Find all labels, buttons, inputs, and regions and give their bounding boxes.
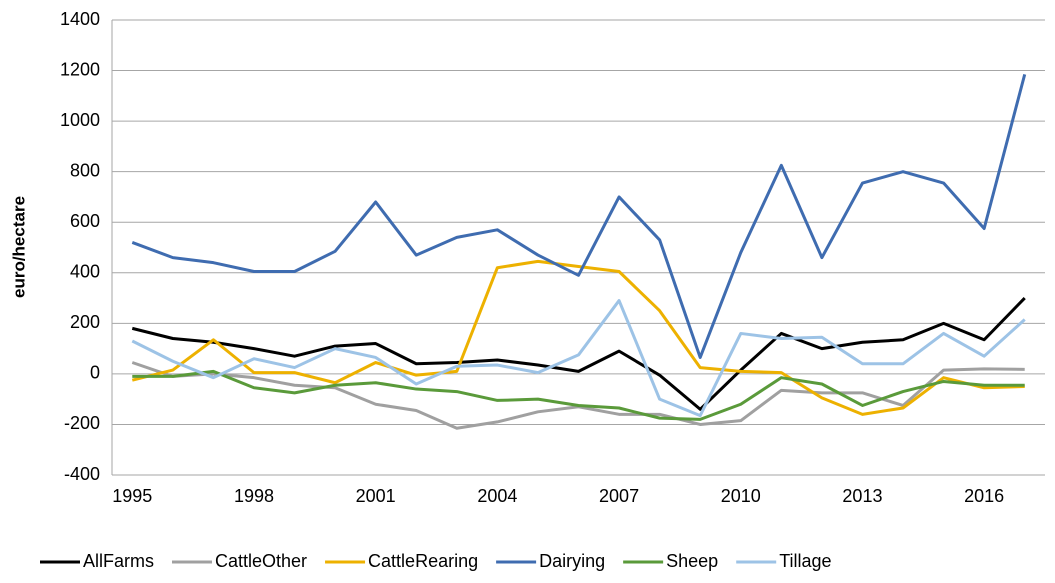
legend-label: Sheep [666,551,718,571]
x-tick-label: 2010 [721,486,761,506]
x-tick-label: 1998 [234,486,274,506]
series-line [132,369,1025,421]
y-tick-label: 0 [90,363,100,383]
y-tick-label: 1000 [60,110,100,130]
y-tick-label: 400 [70,262,100,282]
legend-label: Tillage [779,551,831,571]
x-tick-label: 2007 [599,486,639,506]
series-line [131,297,1026,411]
series-line [131,73,1027,359]
y-tick-label: 1200 [60,59,100,79]
y-tick-label: -200 [64,413,100,433]
y-tick-label: 200 [70,312,100,332]
y-tick-label: 1400 [60,9,100,29]
x-tick-label: 2004 [477,486,517,506]
x-tick-label: 1995 [112,486,152,506]
x-tick-label: 2001 [356,486,396,506]
y-axis-label: euro/hectare [9,196,28,298]
x-tick-label: 2016 [964,486,1004,506]
x-tick-label: 2013 [842,486,882,506]
legend-label: CattleOther [215,551,307,571]
series-line [131,259,1025,416]
legend-label: AllFarms [83,551,154,571]
legend-label: CattleRearing [368,551,478,571]
y-tick-label: -400 [64,464,100,484]
series-line [131,299,1026,418]
y-tick-label: 600 [70,211,100,231]
legend-label: Dairying [539,551,605,571]
y-tick-label: 800 [70,160,100,180]
